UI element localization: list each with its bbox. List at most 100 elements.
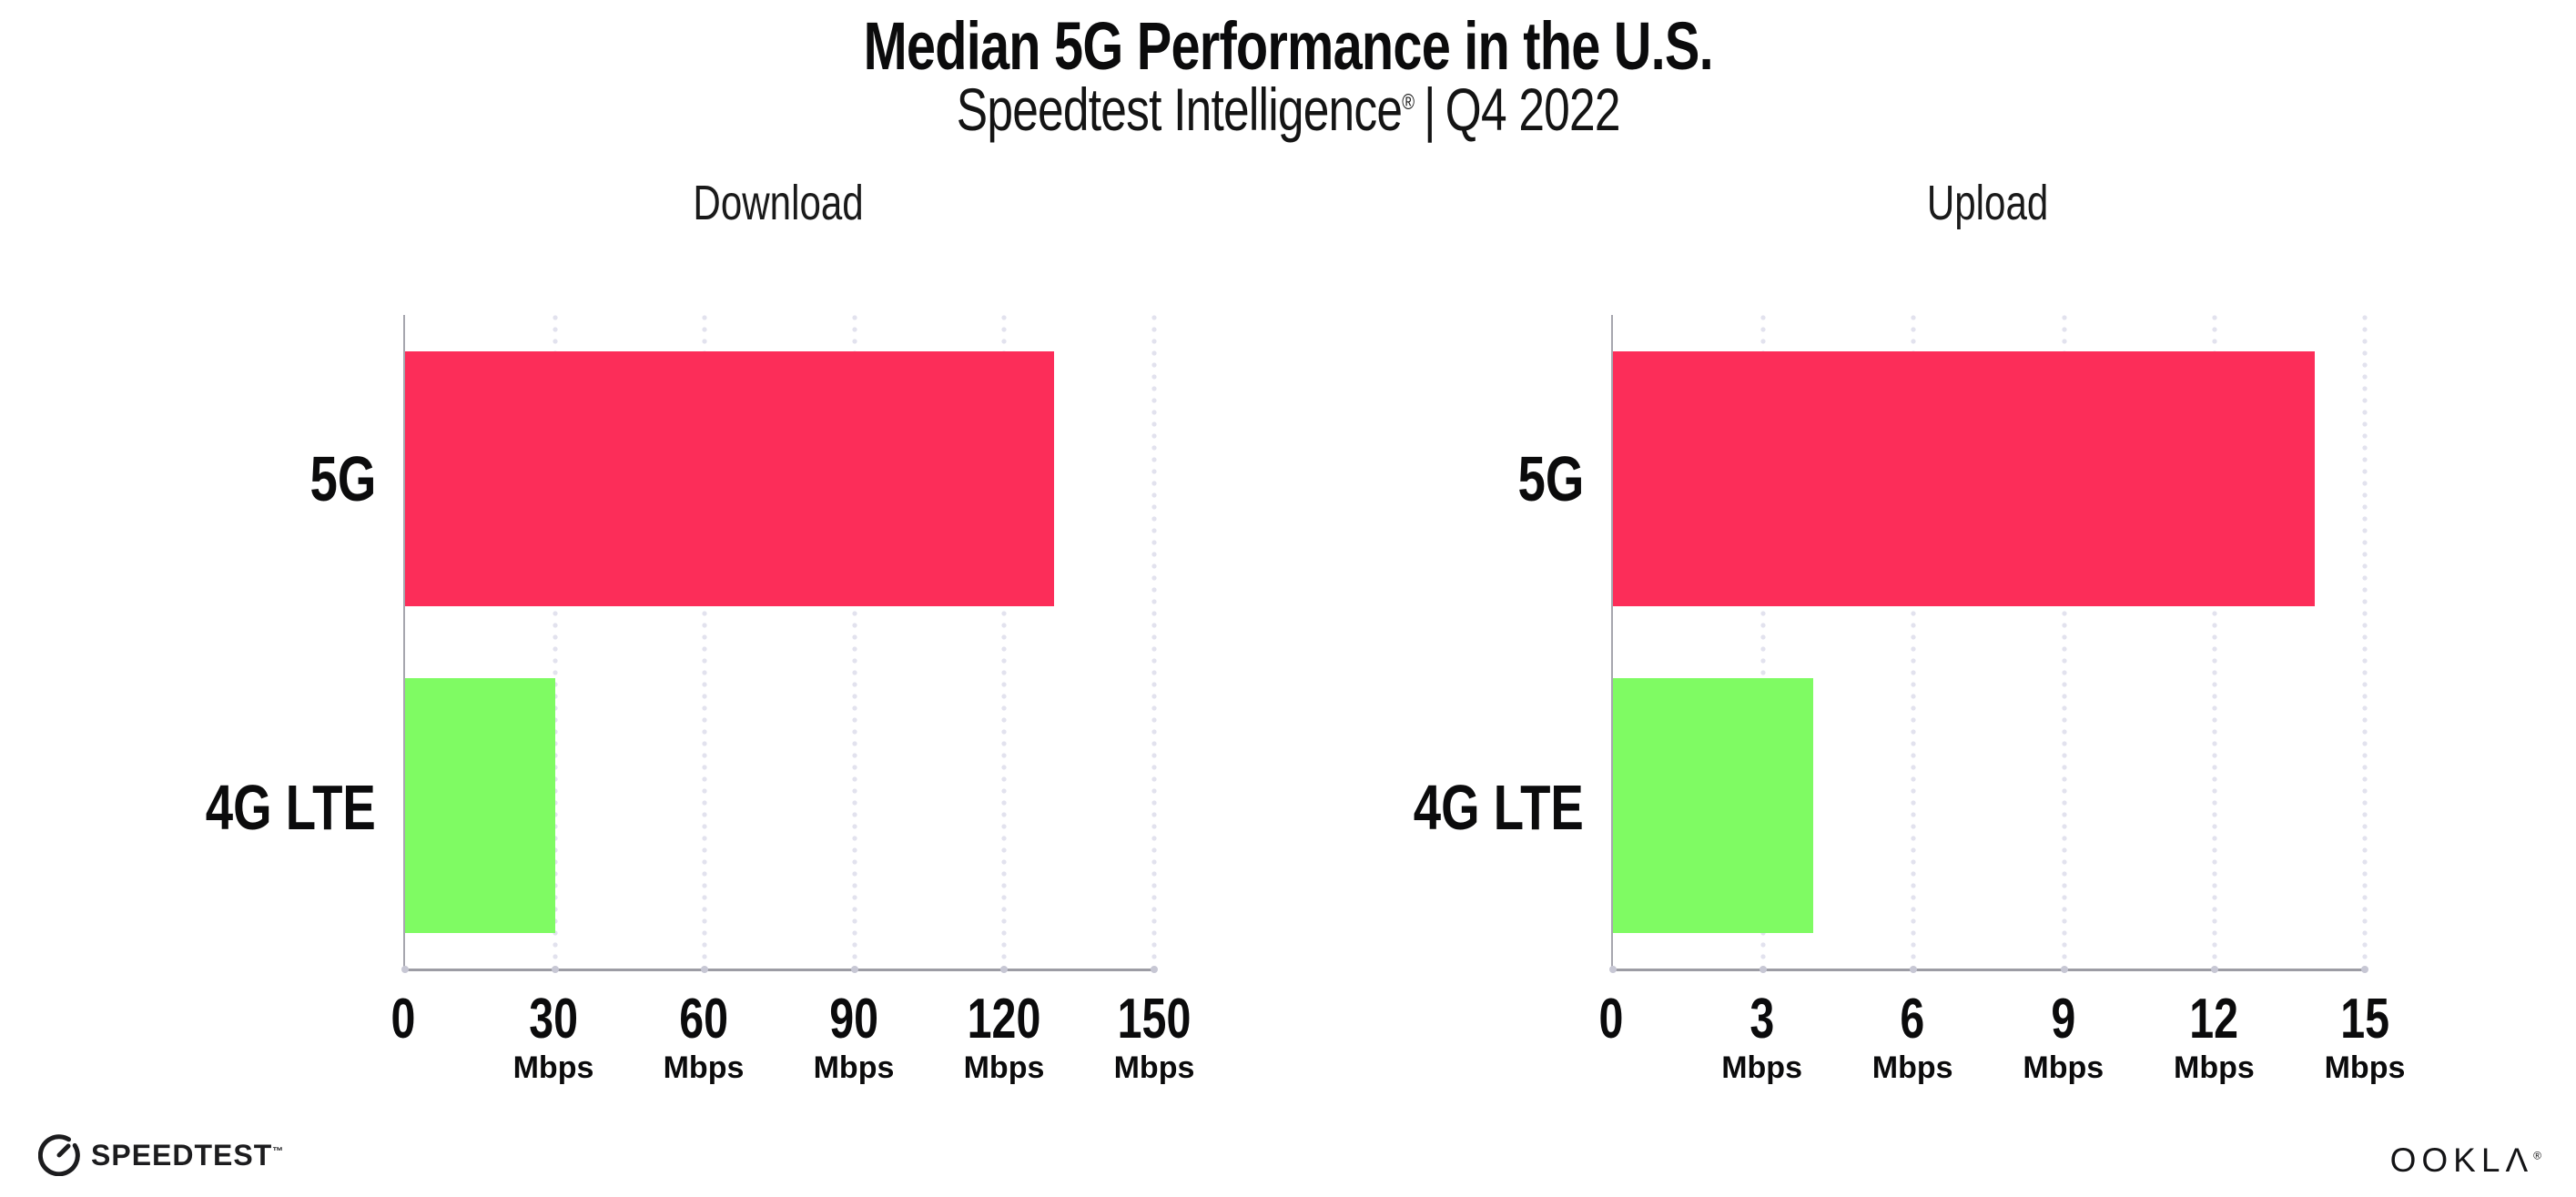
- gridline-3: [1760, 315, 1767, 969]
- x-tick-value-text: 6: [1900, 988, 1925, 1050]
- x-tick-value-text: 15: [2340, 988, 2389, 1050]
- x-tick-value: 150: [1107, 991, 1201, 1048]
- axis-tick-dot-30: [551, 966, 559, 973]
- x-tick-unit: Mbps: [1721, 1050, 1802, 1085]
- x-tick-0: 0: [1596, 991, 1627, 1048]
- x-tick-12: 12 Mbps: [2174, 991, 2255, 1085]
- subtitle-separator: |: [1423, 76, 1435, 143]
- x-tick-value-text: 12: [2189, 988, 2239, 1050]
- x-tick-value: 12: [2174, 991, 2255, 1048]
- gridline-90: [851, 315, 857, 969]
- y-category-label-4g-lte: 4G LTE: [1365, 771, 1584, 844]
- gridline-15: [2362, 315, 2368, 969]
- y-label-row: 4G LTE: [30, 644, 376, 972]
- x-tick-value-text: 0: [1598, 988, 1624, 1050]
- subtitle-period: Q4 2022: [1445, 76, 1620, 143]
- y-category-label-text: 4G LTE: [205, 771, 376, 843]
- axis-tick-dot-120: [1000, 966, 1009, 973]
- y-label-row: 4G LTE: [1238, 644, 1584, 972]
- upload-chart: Upload 5G 4G LTE 0 3 Mbps 6 Mbps 9 Mbps 12 Mbps 15 Mb…: [1414, 137, 2405, 1156]
- x-tick-unit: Mbps: [963, 1050, 1045, 1085]
- gridline-120: [1001, 315, 1008, 969]
- y-axis-labels: 5G 4G LTE: [30, 315, 376, 971]
- x-tick-value-text: 9: [2051, 988, 2076, 1050]
- x-tick-value-text: 90: [829, 988, 878, 1050]
- ookla-wordmark: OOKLΛ: [2389, 1141, 2534, 1179]
- axis-tick-dot-150: [1151, 966, 1158, 973]
- x-tick-value-text: 0: [390, 988, 416, 1050]
- x-tick-unit: Mbps: [2324, 1050, 2406, 1085]
- gridline-60: [702, 315, 708, 969]
- x-tick-unit: Mbps: [663, 1050, 745, 1085]
- x-tick-value: 6: [1872, 991, 1953, 1048]
- x-tick-unit: Mbps: [512, 1050, 594, 1085]
- gridline-9: [2061, 315, 2067, 969]
- y-label-row: 5G: [30, 315, 376, 644]
- x-tick-value-text: 30: [529, 988, 578, 1050]
- plot-area: [401, 315, 1158, 973]
- bar-4g-lte: [405, 677, 555, 933]
- x-tick-30: 30 Mbps: [513, 991, 594, 1085]
- x-tick-value-text: 120: [967, 988, 1041, 1050]
- axis-tick-dot-9: [2060, 966, 2068, 973]
- y-category-label-5g: 5G: [291, 442, 376, 515]
- axis-tick-dot-6: [1910, 966, 1918, 973]
- bar-5g: [405, 350, 1055, 606]
- x-tick-value: 9: [2023, 991, 2104, 1048]
- page-subtitle: Speedtest Intelligence® | Q4 2022: [0, 75, 2576, 144]
- axis-tick-dot-90: [850, 966, 858, 973]
- page-title-text: Median 5G Performance in the U.S.: [863, 8, 1713, 84]
- bar-row: [1613, 642, 2365, 969]
- axis-tick-dot-0: [1609, 966, 1617, 973]
- x-axis-labels: 0 30 Mbps 60 Mbps 90 Mbps 120 Mbps 150 Mbps: [391, 971, 1195, 1135]
- x-tick-unit: Mbps: [2174, 1050, 2255, 1085]
- chart-title-text: Download: [693, 176, 865, 230]
- download-chart: Download 5G 4G LTE 0 30 Mbps 60 Mbps 90 Mbps 120 Mb…: [206, 137, 1195, 1156]
- x-tick-6: 6 Mbps: [1872, 991, 1953, 1085]
- x-tick-9: 9 Mbps: [2023, 991, 2104, 1085]
- x-tick-60: 60 Mbps: [664, 991, 745, 1085]
- bar-row: [1613, 315, 2365, 642]
- y-axis-labels: 5G 4G LTE: [1238, 315, 1584, 971]
- ookla-logo: OOKLΛ®: [2390, 1141, 2541, 1180]
- x-tick-value: 60: [664, 991, 745, 1048]
- gridline-150: [1151, 315, 1157, 969]
- speedtest-logo: SPEEDTEST™: [38, 1134, 284, 1176]
- x-tick-value: 120: [957, 991, 1050, 1048]
- bar-5g: [1613, 350, 2315, 606]
- speedtest-wordmark: SPEEDTEST™: [91, 1138, 285, 1172]
- y-category-label-text: 5G: [1517, 443, 1584, 515]
- x-tick-value-text: 60: [679, 988, 728, 1050]
- gridline-12: [2211, 315, 2217, 969]
- x-tick-unit: Mbps: [1871, 1050, 1953, 1085]
- y-category-label-text: 4G LTE: [1413, 771, 1584, 843]
- subtitle-brand: Speedtest Intelligence: [956, 76, 1403, 143]
- x-tick-value: 30: [513, 991, 594, 1048]
- chart-title-upload: Upload: [1611, 175, 2365, 231]
- x-tick-120: 120 Mbps: [957, 991, 1050, 1085]
- axis-tick-dot-60: [701, 966, 709, 973]
- gridline-30: [552, 315, 558, 969]
- x-tick-value: 15: [2325, 991, 2406, 1048]
- y-label-row: 5G: [1238, 315, 1584, 644]
- axis-tick-dot-12: [2210, 966, 2218, 973]
- axis-tick-dot-3: [1760, 966, 1768, 973]
- x-tick-value-text: 3: [1749, 988, 1775, 1050]
- y-category-label-4g-lte: 4G LTE: [157, 771, 376, 844]
- x-tick-value: 90: [814, 991, 895, 1048]
- x-tick-0: 0: [388, 991, 419, 1048]
- ookla-registered-mark: ®: [2533, 1149, 2541, 1162]
- x-tick-unit: Mbps: [2023, 1050, 2104, 1085]
- y-category-label-text: 5G: [309, 443, 376, 515]
- x-tick-value: 3: [1721, 991, 1802, 1048]
- x-tick-unit: Mbps: [1113, 1050, 1195, 1085]
- x-tick-value: 0: [1596, 991, 1627, 1048]
- x-tick-unit: Mbps: [813, 1050, 895, 1085]
- registered-mark: ®: [1401, 90, 1415, 115]
- x-tick-15: 15 Mbps: [2325, 991, 2406, 1085]
- x-tick-3: 3 Mbps: [1721, 991, 1802, 1085]
- bar-4g-lte: [1613, 677, 1814, 933]
- gridline-6: [1911, 315, 1917, 969]
- axis-tick-dot-0: [401, 966, 409, 973]
